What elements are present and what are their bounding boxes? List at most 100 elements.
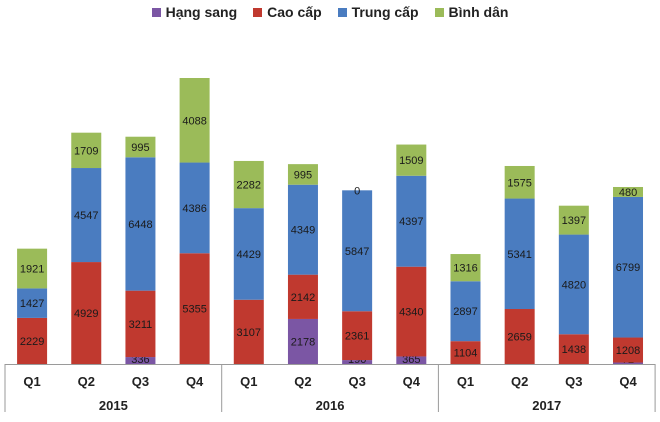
- data-label: 6799: [616, 262, 640, 274]
- data-label: 4929: [74, 308, 98, 320]
- legend-item-cao-cap: Cao cấp: [253, 4, 322, 20]
- data-label: 2897: [453, 306, 477, 318]
- bar-segment: [396, 175, 427, 267]
- bar-segment: [613, 196, 644, 338]
- legend-label-trung-cap: Trung cấp: [351, 4, 419, 20]
- bar-segment: [396, 356, 427, 364]
- bar-segment: [396, 144, 427, 176]
- bar-segment: [125, 290, 156, 358]
- year-group-label: 2015: [99, 398, 128, 413]
- bar-segment: [504, 165, 535, 199]
- year-group-label: 2016: [316, 398, 345, 413]
- bar-segment: [125, 357, 156, 364]
- x-tick-label: Q2: [294, 374, 311, 389]
- x-tick-label: Q2: [511, 374, 528, 389]
- legend-swatch-hang-sang: [151, 7, 161, 17]
- bar-segment: [233, 299, 264, 364]
- bar-segment: [613, 337, 644, 363]
- data-label: 4820: [562, 279, 586, 291]
- data-label: 1104: [454, 348, 478, 360]
- bar-segment: [17, 288, 48, 318]
- bar-segment: [613, 186, 644, 197]
- bar-segment: [17, 248, 48, 289]
- data-label: 3107: [237, 327, 261, 339]
- legend-item-binh-dan: Bình dân: [434, 4, 509, 20]
- bar-segment: [613, 362, 644, 364]
- bar-segment: [17, 317, 48, 364]
- bar-segment: [450, 254, 481, 282]
- data-label: 6448: [128, 219, 152, 231]
- data-label: 1509: [399, 155, 423, 167]
- x-tick-label: Q4: [403, 374, 421, 389]
- bar-segment: [287, 274, 318, 319]
- bar-segment: [396, 266, 427, 357]
- x-tick-label: Q1: [457, 374, 474, 389]
- data-label: 1316: [453, 263, 477, 275]
- bar-segment: [233, 160, 264, 209]
- bar-segment: [342, 311, 373, 361]
- bar-segment: [342, 360, 373, 364]
- bar-segment: [179, 253, 210, 364]
- data-label: 1427: [20, 298, 44, 310]
- x-tick-label: Q1: [23, 374, 40, 389]
- data-label: 4340: [399, 307, 423, 319]
- legend-swatch-cao-cap: [253, 7, 263, 17]
- legend-label-cao-cap: Cao cấp: [267, 4, 322, 20]
- bar-segment: [71, 132, 102, 169]
- bar-segment: [287, 164, 318, 185]
- bar-segment: [287, 318, 318, 364]
- data-label: 2178: [291, 336, 315, 348]
- data-label: 995: [294, 169, 312, 181]
- x-tick-label: Q1: [240, 374, 257, 389]
- data-label: 4349: [291, 225, 315, 237]
- bar-segment: [125, 136, 156, 158]
- data-label: 2142: [291, 292, 315, 304]
- legend-swatch-binh-dan: [434, 7, 444, 17]
- bar-segment: [125, 157, 156, 291]
- data-label: 4088: [182, 115, 206, 127]
- legend-label-hang-sang: Hạng sang: [165, 4, 238, 20]
- data-label: 2361: [345, 331, 369, 343]
- bar-segment: [504, 309, 535, 364]
- bar-segment: [342, 190, 373, 312]
- x-tick-label: Q3: [348, 374, 365, 389]
- data-label: 1575: [507, 177, 531, 189]
- data-label: 0: [354, 185, 360, 197]
- data-label: 4397: [399, 216, 423, 228]
- bar-segment: [233, 208, 264, 300]
- data-label: 4429: [237, 249, 261, 261]
- data-label: 5847: [345, 246, 369, 258]
- bar-segment: [71, 168, 102, 263]
- data-label: 480: [619, 187, 637, 199]
- data-label: 1709: [74, 145, 98, 157]
- data-label: 4547: [74, 210, 98, 222]
- bar-segment: [558, 334, 589, 364]
- x-tick-label: Q3: [565, 374, 582, 389]
- x-tick-label: Q4: [619, 374, 637, 389]
- data-label: 2229: [20, 336, 44, 348]
- data-label: 5355: [182, 304, 206, 316]
- data-label: 2659: [507, 332, 531, 344]
- legend-item-trung-cap: Trung cấp: [337, 4, 419, 20]
- legend-item-hang-sang: Hạng sang: [151, 4, 238, 20]
- data-label: 365: [402, 354, 420, 366]
- bar-segment: [179, 162, 210, 254]
- x-tick-label: Q4: [186, 374, 204, 389]
- year-group-label: 2017: [532, 398, 561, 413]
- data-label: 3211: [129, 319, 153, 331]
- data-label: 2282: [237, 180, 261, 192]
- x-tick-label: Q2: [78, 374, 95, 389]
- chart-legend: Hạng sang Cao cấp Trung cấp Bình dân: [0, 2, 660, 22]
- bar-segment: [71, 262, 102, 364]
- data-label: 1208: [616, 345, 640, 357]
- bar-segment: [504, 198, 535, 310]
- data-label: 4386: [182, 203, 206, 215]
- data-label: 5341: [507, 249, 531, 261]
- bar-segment: [558, 234, 589, 335]
- bar-segment: [450, 341, 481, 364]
- bar-segment: [558, 205, 589, 235]
- data-label: 1921: [20, 264, 44, 276]
- legend-label-binh-dan: Bình dân: [448, 4, 509, 20]
- data-label: 995: [131, 142, 149, 154]
